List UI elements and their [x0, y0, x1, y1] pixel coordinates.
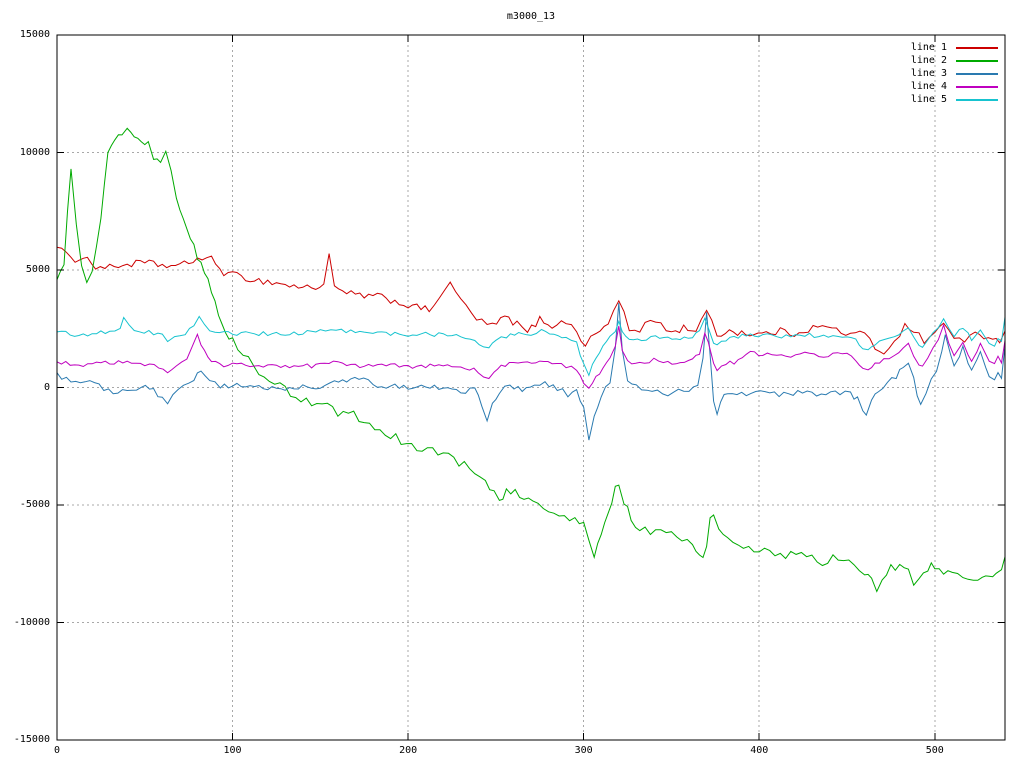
legend-label: line 3 — [910, 68, 947, 79]
y-tick-label: -10000 — [13, 616, 50, 628]
series-line-2 — [56, 127, 1006, 593]
legend-line-sample — [956, 85, 998, 88]
x-tick-label: 400 — [750, 745, 769, 756]
series-line-3 — [56, 302, 1006, 441]
legend-line-sample — [956, 59, 998, 62]
x-tick-label: 0 — [53, 745, 61, 756]
legend-entry: line 2 — [911, 54, 998, 67]
series-line-1 — [56, 246, 1006, 355]
legend: line 1 line 2 line 3 line 4 line 5 — [0, 41, 998, 106]
legend-entry: line 1 — [911, 41, 998, 54]
series-line-5 — [56, 315, 1006, 377]
series-line-4 — [56, 323, 1006, 389]
x-tick-label: 200 — [399, 745, 418, 756]
x-tick-label: 100 — [223, 745, 242, 756]
y-tick-label: -5000 — [19, 499, 50, 510]
y-tick-label: 15000 — [19, 29, 50, 40]
legend-label: line 1 — [910, 42, 947, 53]
legend-line-sample — [956, 46, 998, 49]
legend-entry: line 4 — [911, 80, 998, 93]
legend-label: line 2 — [910, 55, 947, 66]
legend-label: line 5 — [910, 94, 947, 105]
legend-label: line 4 — [910, 81, 947, 92]
legend-line-sample — [956, 98, 998, 101]
y-tick-label: -15000 — [13, 734, 50, 745]
legend-line-sample — [956, 72, 998, 75]
x-tick-label: 300 — [574, 745, 593, 756]
y-tick-label: 5000 — [25, 264, 50, 275]
y-tick-label: 0 — [43, 381, 50, 393]
x-tick-label: 500 — [925, 745, 944, 756]
y-tick-label: 10000 — [19, 146, 50, 158]
chart-title: m3000_13 — [506, 11, 556, 22]
legend-entry: line 3 — [911, 67, 998, 80]
legend-entry: line 5 — [911, 93, 998, 106]
